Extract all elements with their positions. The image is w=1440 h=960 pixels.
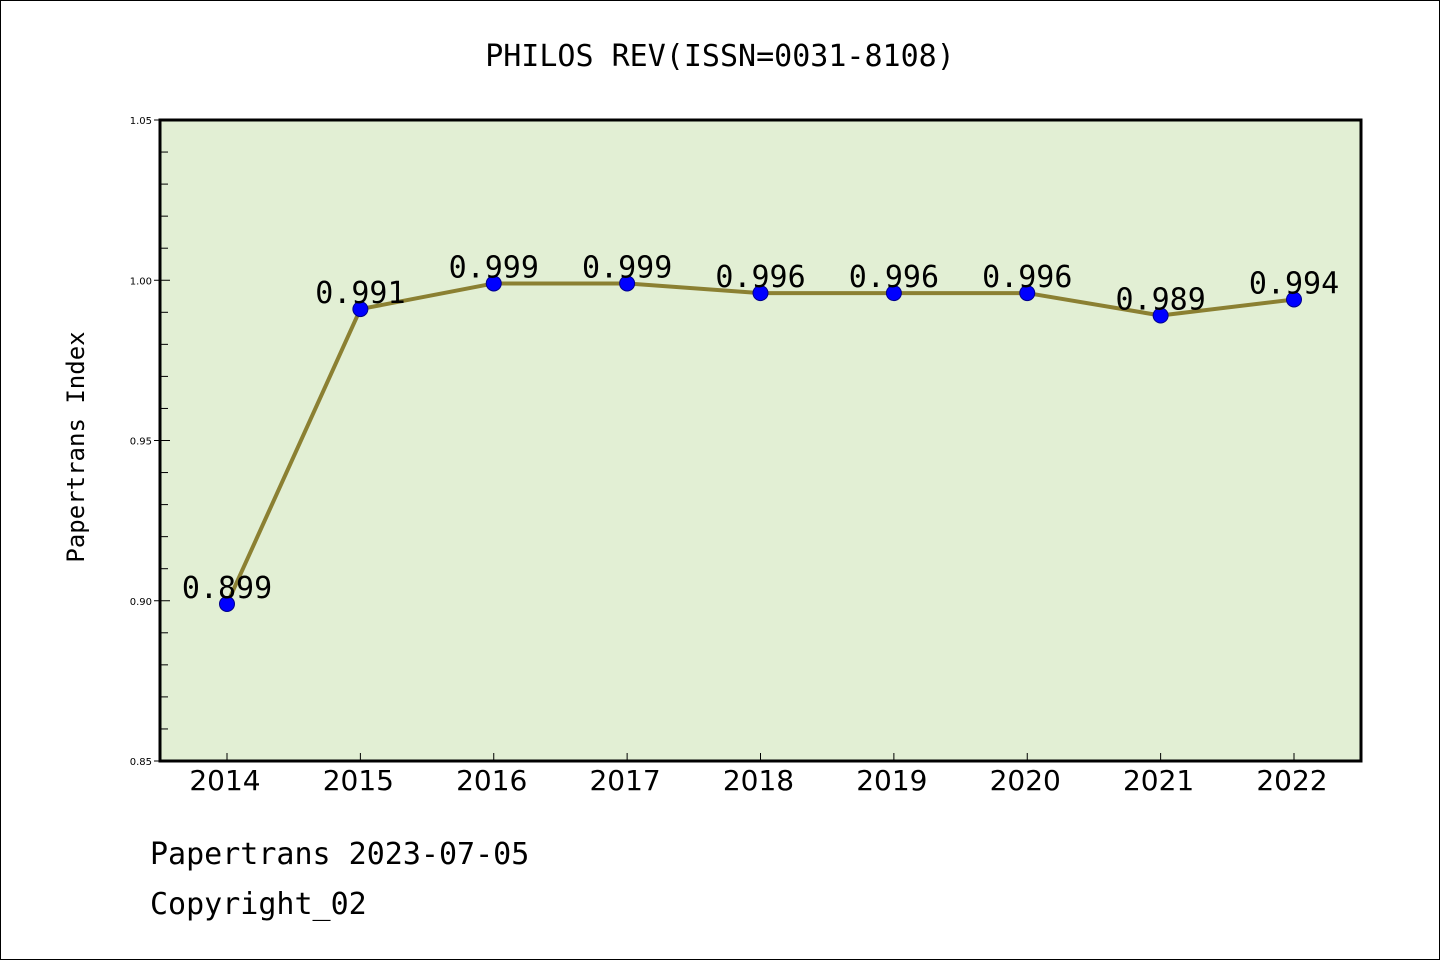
data-point xyxy=(885,285,902,302)
data-point xyxy=(619,275,636,292)
data-labels: 0.899 0.991 0.999 0.999 0.996 0.996 0.996 0.989… xyxy=(182,250,1339,606)
x-tick-label: 2017 xyxy=(589,764,660,797)
data-point xyxy=(1152,307,1169,324)
data-label: 0.994 xyxy=(1249,266,1339,301)
data-label: 0.999 xyxy=(449,250,539,285)
x-tick-label: 2019 xyxy=(856,764,927,797)
data-point xyxy=(219,595,235,612)
y-tick-label: 0.95 xyxy=(130,437,152,448)
x-tick-label: 2021 xyxy=(1123,764,1194,797)
x-tick-label: 2022 xyxy=(1256,764,1327,797)
footer-date: Papertrans 2023-07-05 xyxy=(150,837,529,872)
data-label: 0.996 xyxy=(715,260,805,295)
x-ticks: 2014 2015 2016 2017 2018 2019 2020 2021 2022 xyxy=(189,753,1328,797)
plot-area xyxy=(160,120,1361,761)
data-label: 0.996 xyxy=(849,260,939,295)
data-point xyxy=(352,301,369,318)
x-tick-label: 2018 xyxy=(723,764,794,797)
footer-copyright: Copyright_02 xyxy=(150,887,367,922)
x-tick-label: 2014 xyxy=(189,764,260,797)
chart-title: PHILOS REV(ISSN=0031-8108) xyxy=(485,39,955,74)
plot-border xyxy=(158,118,1363,763)
data-point xyxy=(1019,285,1036,302)
data-label: 0.999 xyxy=(582,250,672,285)
data-label: 0.991 xyxy=(315,276,405,311)
y-axis-label: Papertrans Index xyxy=(62,331,90,562)
data-label: 0.996 xyxy=(982,260,1072,295)
data-point xyxy=(485,275,502,292)
x-tick-label: 2015 xyxy=(323,764,394,797)
data-point xyxy=(752,285,769,302)
y-tick-label: 1.00 xyxy=(130,276,152,287)
data-label: 0.899 xyxy=(182,571,272,606)
data-label: 0.989 xyxy=(1115,283,1205,318)
x-tick-label: 2020 xyxy=(990,764,1061,797)
x-tick-label: 2016 xyxy=(456,764,527,797)
data-markers xyxy=(219,275,1302,612)
y-tick-label: 0.90 xyxy=(130,597,152,608)
y-tick-label: 1.05 xyxy=(130,116,152,127)
y-tick-label: 0.85 xyxy=(130,757,152,768)
data-point xyxy=(1286,291,1302,308)
